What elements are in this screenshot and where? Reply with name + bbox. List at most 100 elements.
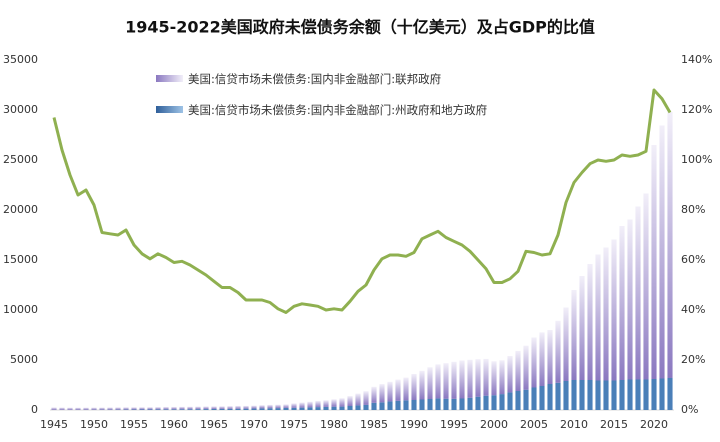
bar-segment bbox=[603, 380, 609, 410]
bar-segment bbox=[387, 401, 393, 410]
x-tick-label: 2005 bbox=[520, 418, 548, 431]
y2-tick-label: 120% bbox=[681, 103, 712, 116]
x-tick-label: 2015 bbox=[600, 418, 628, 431]
bar-segment bbox=[219, 406, 225, 409]
bar-segment bbox=[203, 406, 209, 410]
bar-segment bbox=[403, 400, 409, 410]
bar-segment bbox=[387, 381, 393, 402]
bar-segment bbox=[651, 379, 657, 410]
bar-segment bbox=[267, 408, 273, 410]
bar-segment bbox=[451, 361, 457, 399]
bar-segment bbox=[339, 406, 345, 410]
bar-segment bbox=[195, 406, 201, 410]
bar-segment bbox=[563, 307, 569, 381]
x-tick-label: 1995 bbox=[440, 418, 468, 431]
y2-tick-label: 80% bbox=[681, 203, 705, 216]
y-tick-label: 30000 bbox=[3, 103, 38, 116]
bar-segment bbox=[171, 406, 177, 410]
bar-segment bbox=[67, 407, 73, 410]
x-tick-label: 1965 bbox=[200, 418, 228, 431]
y-tick-label: 5000 bbox=[10, 353, 38, 366]
bar-segment bbox=[91, 407, 97, 410]
bar-segment bbox=[523, 389, 529, 410]
bar-segment bbox=[355, 405, 361, 410]
y-tick-label: 0 bbox=[31, 403, 38, 416]
bar-segment bbox=[275, 404, 281, 409]
bar-segment bbox=[651, 145, 657, 379]
bar-segment bbox=[187, 409, 193, 410]
bar-segment bbox=[107, 407, 113, 410]
bar-segment bbox=[491, 395, 497, 410]
bar-segment bbox=[507, 356, 513, 393]
bar-segment bbox=[443, 363, 449, 399]
y-tick-label: 35000 bbox=[3, 53, 38, 66]
bar-segment bbox=[427, 399, 433, 410]
bar-segment bbox=[315, 407, 321, 410]
bar-segment bbox=[523, 345, 529, 390]
bar-segment bbox=[659, 378, 665, 410]
bar-segment bbox=[515, 391, 521, 410]
bar-segment bbox=[323, 406, 329, 410]
legend-swatch bbox=[156, 75, 183, 82]
bar-segment bbox=[459, 398, 465, 410]
bar-segment bbox=[499, 394, 505, 410]
bar-segment bbox=[219, 408, 225, 410]
bar-segment bbox=[123, 407, 129, 410]
y-tick-label: 20000 bbox=[3, 203, 38, 216]
bar-segment bbox=[211, 409, 217, 410]
legend-item: 美国:信贷市场未偿债务:国内非金融部门:州政府和地方政府 bbox=[156, 101, 500, 119]
bar-segment bbox=[499, 360, 505, 395]
bar-segment bbox=[315, 400, 321, 408]
bar-segment bbox=[547, 384, 553, 410]
bar-segment bbox=[83, 407, 89, 410]
bar-segment bbox=[347, 406, 353, 410]
bar-segment bbox=[539, 386, 545, 410]
bar-segment bbox=[291, 407, 297, 410]
bar-segment bbox=[571, 380, 577, 410]
y2-tick-label: 60% bbox=[681, 253, 705, 266]
bar-segment bbox=[259, 408, 265, 410]
bar-segment bbox=[235, 408, 241, 410]
bar-segment bbox=[155, 407, 161, 410]
bar-segment bbox=[259, 405, 265, 409]
bar-segment bbox=[115, 407, 121, 410]
bar-segment bbox=[139, 407, 145, 410]
bar-segment bbox=[339, 398, 345, 407]
y-tick-label: 15000 bbox=[3, 253, 38, 266]
bar-segment bbox=[251, 405, 257, 409]
bar-segment bbox=[251, 408, 257, 410]
bar-segment bbox=[667, 378, 673, 410]
x-tick-label: 1950 bbox=[80, 418, 108, 431]
bar-segment bbox=[627, 379, 633, 410]
bar-segment bbox=[427, 367, 433, 399]
bar-segment bbox=[243, 405, 249, 409]
x-tick-label: 1955 bbox=[120, 418, 148, 431]
x-tick-label: 1975 bbox=[280, 418, 308, 431]
bar-segment bbox=[307, 401, 313, 408]
bar-segment bbox=[171, 409, 177, 410]
bar-segment bbox=[371, 402, 377, 410]
bar-segment bbox=[163, 409, 169, 410]
bar-segment bbox=[363, 391, 369, 405]
bar-segment bbox=[355, 393, 361, 406]
bar-segment bbox=[531, 337, 537, 388]
bar-segment bbox=[363, 404, 369, 410]
bar-segment bbox=[179, 409, 185, 410]
bar-segment bbox=[635, 379, 641, 410]
bar-segment bbox=[491, 361, 497, 396]
bar-segment bbox=[211, 406, 217, 409]
y2-tick-label: 0% bbox=[681, 403, 698, 416]
bar-segment bbox=[203, 409, 209, 410]
bar-segment bbox=[299, 407, 305, 410]
bar-segment bbox=[555, 382, 561, 410]
x-tick-label: 2010 bbox=[560, 418, 588, 431]
bar-segment bbox=[443, 398, 449, 410]
bar-segment bbox=[179, 406, 185, 410]
legend-item: 美国:信贷市场未偿债务:国内非金融部门:联邦政府 bbox=[156, 70, 500, 88]
x-tick-label: 1985 bbox=[360, 418, 388, 431]
legend-label: 美国:信贷市场未偿债务:国内非金融部门:州政府和地方政府 bbox=[188, 103, 488, 117]
bar-segment bbox=[483, 395, 489, 410]
bar-segment bbox=[291, 403, 297, 408]
bar-segment bbox=[403, 377, 409, 401]
